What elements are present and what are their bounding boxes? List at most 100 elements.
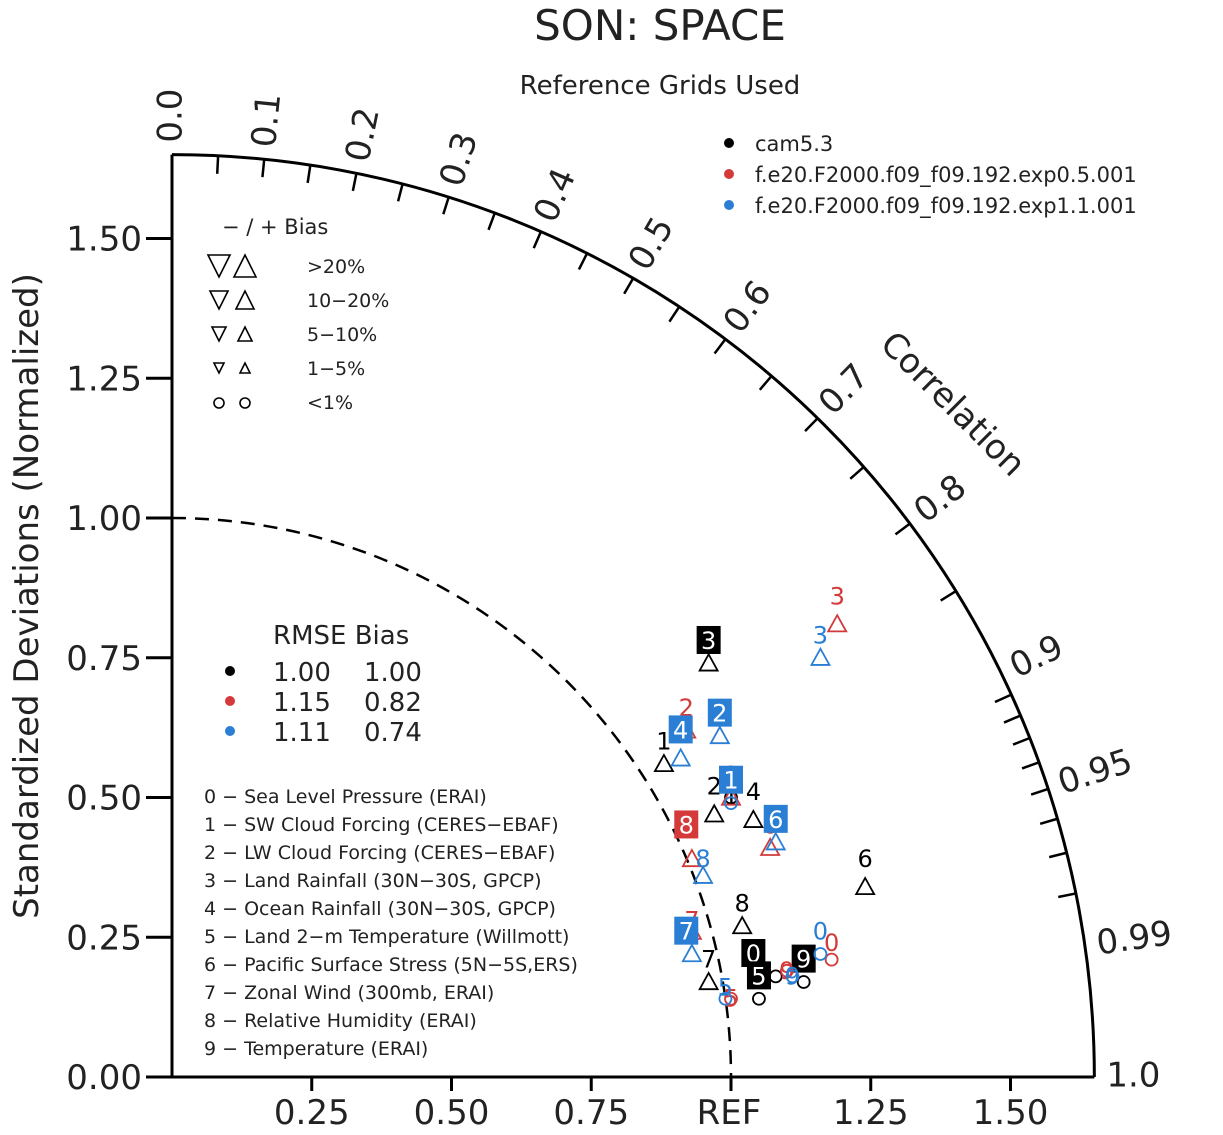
rmse-dot-1 [225,696,235,706]
variable-2: 2 − LW Cloud Forcing (CERES−EBAF) [204,842,555,864]
y-tick-label: 1.50 [66,220,142,260]
data-label: 8 [735,890,750,918]
reference-arc [171,516,733,1078]
data-label: 5 [718,974,733,1002]
correlation-tick [804,417,819,433]
bias-value-0: 1.00 [364,658,422,688]
correlation-tick [306,164,312,184]
correlation-tick-label: 0.99 [1094,913,1175,963]
y-tick-label: 1.25 [66,359,142,399]
correlation-tick [1012,736,1031,746]
correlation-tick [623,277,635,295]
correlation-tick-label: 0.8 [907,467,974,531]
rmse-header: RMSE Bias [273,621,409,651]
x-tick-label: 1.50 [973,1093,1049,1133]
rmse-value-1: 1.15 [273,688,331,718]
data-point-marker [720,786,742,806]
y-tick-label: 0.75 [66,639,142,679]
data-point-marker [854,876,876,896]
points-layer: 012345678910123567890123456789 [653,582,876,1013]
rmse-table: RMSE Bias 1.00 1.00 1.15 0.82 1.11 0.74 [225,621,422,748]
data-label: 0 [746,940,761,968]
data-label: 1 [656,728,671,756]
variable-0: 0 − Sea Level Pressure (ERAI) [204,786,487,808]
y-tick-label: 0.00 [66,1058,142,1098]
data-point-marker [718,991,733,1006]
correlation-tick-label: 0.95 [1053,741,1137,803]
variable-6: 6 − Pacific Surface Stress (5N−5S,ERS) [204,954,578,976]
variable-7: 7 − Zonal Wind (300mb, ERAI) [204,982,494,1004]
axes-layer: 0.000.250.500.751.001.251.500.25 0.50 0.75… [66,89,1174,1133]
variable-5: 5 − Land 2−m Temperature (Willmott) [204,926,569,948]
y-tick-label: 0.25 [66,918,142,958]
x-tick-label: 0.50 [414,1093,490,1133]
data-label: 7 [679,918,694,946]
data-point-marker [724,991,738,1006]
data-label-box [674,916,699,945]
data-label: 1 [723,767,738,795]
data-label-box [746,961,771,990]
correlation-tick [994,693,1012,704]
correlation-tick [396,183,404,202]
legend-dot-exp05 [724,169,734,179]
chart-subtitle: Reference Grids Used [520,71,801,101]
correlation-tick-label: 0.5 [621,210,683,277]
data-point-marker [709,725,731,745]
correlation-tick [487,212,496,231]
x-tick-label: 0.25 [274,1093,350,1133]
data-label: 9 [779,957,794,985]
data-point-marker [826,613,848,633]
data-label: 3 [830,582,845,610]
data-point-marker [824,952,839,967]
bias-legend-up-triangle [238,361,252,374]
data-point-marker [681,943,703,963]
variable-list: 0 − Sea Level Pressure (ERAI) 1 − SW Clo… [204,786,578,1060]
variable-1: 1 − SW Cloud Forcing (CERES−EBAF) [204,814,559,836]
bias-legend-up-triangle [236,325,254,342]
correlation-tick-label: 0.1 [244,91,289,149]
bias-value-1: 0.82 [364,688,422,718]
correlation-tick [1021,761,1040,770]
bias-legend-down-triangle [208,290,230,311]
data-label: 9 [785,962,800,990]
data-label: 4 [673,716,688,744]
correlation-tick [668,305,681,323]
x-tick-label: 1.25 [833,1093,909,1133]
correlation-tick [215,155,220,174]
bias-legend-header: − / + Bias [222,215,328,239]
y-axis-label: Standardized Deviations (Normalized) [7,273,47,919]
correlation-tick [713,338,727,355]
data-label-box [668,715,693,744]
variable-4: 4 − Ocean Rainfall (30N−30S, GPCP) [204,898,556,920]
data-label: 7 [701,946,716,974]
variable-3: 3 − Land Rainfall (30N−30S, GPCP) [204,870,542,892]
bias-legend-row-2: 5−10% [307,324,377,346]
data-label: 6 [768,806,783,834]
data-point-marker [813,947,828,961]
correlation-tick-label: 0.7 [811,356,877,423]
correlation-tick [1058,892,1077,899]
correlation-tick-label: 0.0 [151,89,191,143]
correlation-tick [1003,714,1022,724]
data-label: 2 [679,694,694,722]
series-legend: cam5.3 f.e20.F2000.f09_f09.192.exp0.5.00… [724,132,1137,219]
data-point-marker [698,971,720,991]
data-label: 0 [813,918,828,946]
legend-series-0: cam5.3 [755,132,833,156]
correlation-label: Correlation [872,324,1033,485]
legend-series-2: f.e20.F2000.f09_f09.192.exp1.1.001 [755,194,1137,219]
data-point-marker [731,915,753,935]
data-label: 4 [746,778,761,806]
correlation-tick [577,252,589,270]
correlation-tick-label: 0.3 [432,128,486,192]
correlation-tick-label: 0.9 [1004,627,1070,687]
correlation-tick [1030,787,1049,796]
bias-legend-row-3: 1−5% [307,358,365,380]
bias-value-2: 0.74 [364,718,422,748]
data-label: 2 [712,700,727,728]
correlation-tick [351,173,358,192]
data-label-box [791,944,816,973]
bias-legend: − / + Bias >20% 10−20% 5−10% 1−5% <1% [206,215,389,414]
y-tick-label: 1.00 [66,499,142,539]
